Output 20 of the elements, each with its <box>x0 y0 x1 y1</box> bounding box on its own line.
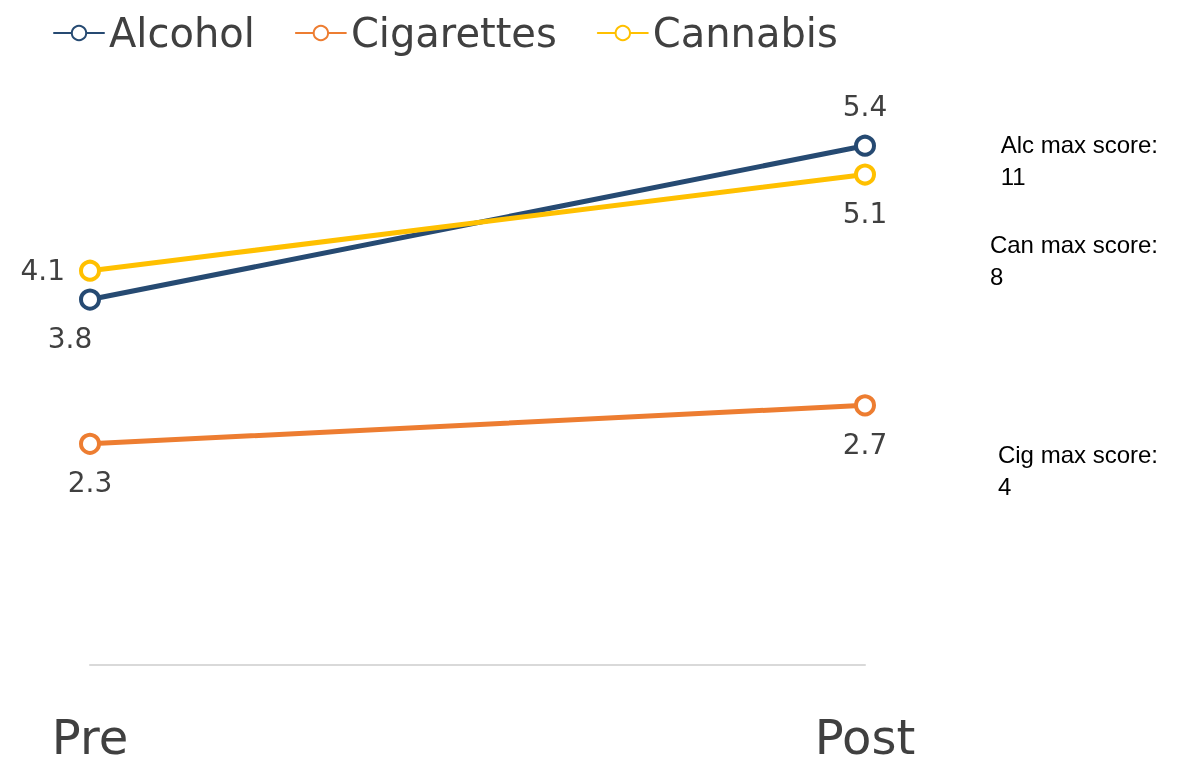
data-label: 4.1 <box>20 254 65 288</box>
data-label: 2.7 <box>842 427 888 461</box>
data-label: 3.8 <box>47 322 93 356</box>
legend-label: Cigarettes <box>350 10 557 56</box>
point <box>854 394 876 417</box>
legend-label: Alcohol <box>109 10 255 56</box>
point <box>79 432 101 455</box>
annotation: Can max score: 8 <box>989 230 1158 290</box>
annotation: Cig max score: 4 <box>997 440 1158 500</box>
data-label: 5.4 <box>842 90 888 124</box>
x-tick-label: Pre <box>51 709 129 765</box>
point <box>79 288 101 311</box>
x-tick-label: Post <box>814 709 916 765</box>
point <box>79 259 101 282</box>
data-label: 2.3 <box>67 466 113 500</box>
point <box>854 163 876 186</box>
data-label: 5.1 <box>842 197 888 231</box>
annotation: Alc max score: 11 <box>1000 130 1158 190</box>
legend-label: Cannabis <box>652 10 838 56</box>
point <box>854 134 876 157</box>
